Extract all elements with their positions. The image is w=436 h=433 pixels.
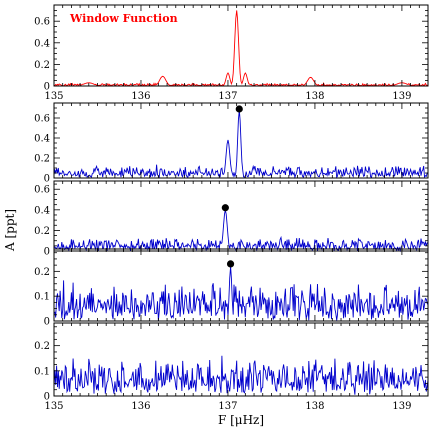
y-tick-label: 0.1 bbox=[34, 292, 50, 303]
y-axis-label: A [ppt] bbox=[3, 209, 17, 252]
panel-residual: 0 0.1 0.2 135 136 137 138 139 bbox=[34, 322, 429, 412]
panel-prewhitening-step-3: 0 0.1 0.2 bbox=[34, 248, 429, 328]
window-function-label: Window Function bbox=[69, 12, 178, 25]
panel-window: 0 0.2 0.4 0.6 Window Function 135 136 137 138 139 bbox=[34, 4, 429, 102]
x-tick-label: 136 bbox=[131, 401, 150, 412]
y-tick-label: 0.2 bbox=[34, 267, 50, 278]
y-tick-label: 0.1 bbox=[34, 366, 50, 377]
y-tick-label: 0.4 bbox=[34, 134, 50, 145]
x-tick-label: 137 bbox=[218, 401, 237, 412]
y-tick-label: 0.6 bbox=[34, 114, 50, 125]
peak-marker bbox=[235, 105, 243, 113]
y-tick-label: 0 bbox=[44, 317, 50, 328]
panel-prewhitening-step-1: 0 0.2 0.4 0.6 bbox=[34, 102, 429, 185]
y-tick-label: 0.2 bbox=[34, 341, 50, 352]
x-tick-label: 136 bbox=[131, 91, 150, 102]
panel-frame bbox=[53, 322, 429, 397]
y-tick-label: 0 bbox=[44, 174, 50, 185]
x-tick-label: 135 bbox=[44, 91, 63, 102]
y-tick-label: 0.2 bbox=[34, 60, 50, 71]
panels-group: 0 0.2 0.4 0.6 Window Function 135 136 137 138 139… bbox=[34, 4, 429, 412]
peak-marker bbox=[221, 204, 229, 212]
x-tick-label: 139 bbox=[392, 91, 411, 102]
x-tick-label: 139 bbox=[392, 401, 411, 412]
y-tick-label: 0.4 bbox=[34, 205, 50, 216]
panel-frame bbox=[53, 102, 429, 179]
y-tick-label: 0.2 bbox=[34, 226, 50, 237]
series-line-window bbox=[53, 10, 429, 87]
x-tick-label: 138 bbox=[305, 401, 324, 412]
y-tick-label: 0 bbox=[44, 247, 50, 258]
y-tick-label: 0 bbox=[44, 392, 50, 403]
panel-prewhitening-step-2: 0 0.2 0.4 0.6 bbox=[34, 180, 429, 258]
series-line-prewhitening-step-2 bbox=[53, 209, 429, 253]
x-axis-label: F [μHz] bbox=[218, 413, 264, 427]
x-tick-label: 135 bbox=[44, 401, 63, 412]
peak-marker bbox=[226, 260, 235, 268]
series-line-residual bbox=[53, 355, 429, 395]
series-line-prewhitening-step-1 bbox=[53, 109, 429, 179]
panel-frame bbox=[53, 4, 429, 87]
y-tick-label: 0 bbox=[44, 82, 50, 93]
y-tick-label: 0.2 bbox=[34, 154, 50, 165]
y-tick-label: 0.6 bbox=[34, 17, 50, 28]
x-tick-label: 137 bbox=[218, 91, 237, 102]
panel-frame bbox=[53, 180, 429, 252]
panel-frame bbox=[53, 248, 429, 322]
series-line-prewhitening-step-3 bbox=[53, 266, 429, 321]
y-tick-label: 0.6 bbox=[34, 185, 50, 196]
y-tick-label: 0.4 bbox=[34, 38, 50, 49]
x-tick-label: 138 bbox=[305, 91, 324, 102]
